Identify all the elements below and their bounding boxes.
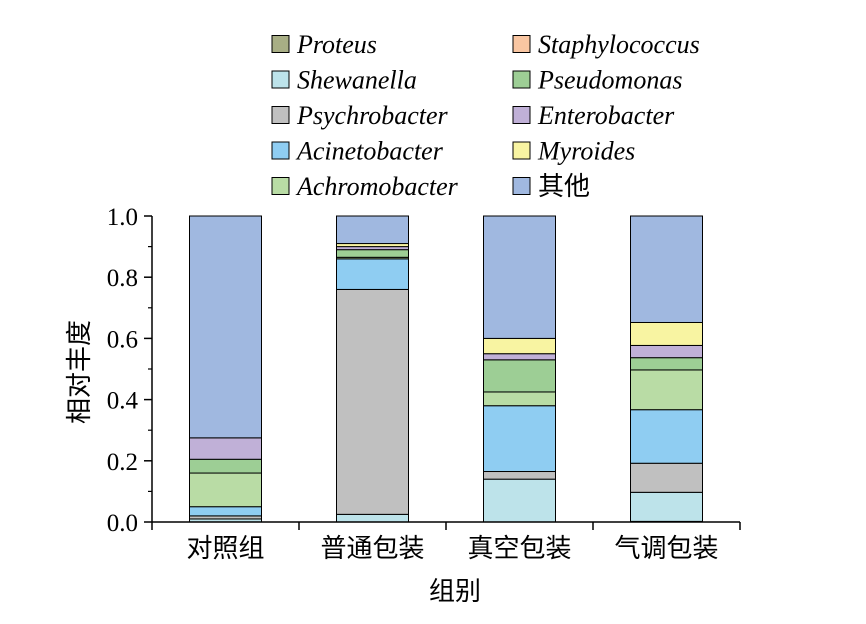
bar-segment-acinetobacter-3: [630, 409, 703, 464]
bar-segment-achromobacter-2: [483, 391, 556, 407]
bar-segment-psychrobacter-2: [483, 471, 556, 480]
legend-label-pseudomonas: Pseudomonas: [537, 66, 682, 95]
bar-segment-psychrobacter-3: [630, 462, 703, 493]
axes: 0.0 0.2 0.4 0.6 0.8 1.0: [107, 204, 741, 537]
bar-segment-pseudomonas-2: [483, 359, 556, 393]
bar-segment-myroides-3: [630, 321, 703, 346]
legend-label-shewanella: Shewanella: [297, 66, 417, 95]
bar-segment-acinetobacter-1: [336, 258, 409, 290]
legend: Proteus Staphylococcus Shewanella Pseudomon…: [271, 30, 700, 202]
y-tick-label: 0.4: [107, 388, 139, 415]
legend-swatch-staphylococcus: [512, 35, 531, 53]
legend-label-其他: 其他: [538, 172, 590, 202]
legend-swatch-achromobacter: [271, 177, 290, 195]
legend-swatch-其他: [512, 177, 531, 195]
x-tick-label: 普通包装: [320, 534, 424, 564]
legend-label-staphylococcus: Staphylococcus: [538, 30, 700, 59]
x-tick-label: 真空包装: [467, 534, 571, 564]
bar-segment-pseudomonas-1: [336, 249, 409, 258]
bar-segment-acinetobacter-0: [189, 506, 262, 517]
legend-label-achromobacter: Achromobacter: [295, 172, 459, 201]
legend-swatch-shewanella: [271, 70, 290, 89]
bar-segment-enterobacter-2: [483, 353, 556, 361]
legend-label-proteus: Proteus: [296, 30, 377, 59]
legend-label-psychrobacter: Psychrobacter: [296, 101, 449, 130]
bar-segment-pseudomonas-3: [630, 357, 703, 371]
bar-segment-enterobacter-0: [189, 437, 262, 460]
bar-segment-其他-1: [336, 215, 409, 245]
x-tick-label: 对照组: [186, 534, 264, 564]
bar-segment-achromobacter-0: [189, 472, 262, 508]
y-tick-label: 0.8: [107, 265, 138, 292]
bar-segment-其他-3: [630, 215, 703, 323]
legend-swatch-pseudomonas: [512, 70, 531, 89]
legend-swatch-psychrobacter: [271, 106, 290, 124]
y-tick-label: 0.0: [107, 510, 138, 537]
legend-label-myroides: Myroides: [537, 137, 635, 166]
bar-segment-myroides-2: [483, 337, 556, 355]
bar-segment-其他-2: [483, 215, 556, 339]
bar-segment-acinetobacter-2: [483, 405, 556, 473]
bar-segment-pseudomonas-0: [189, 458, 262, 474]
x-axis-title: 组别: [429, 577, 481, 607]
bars: 对照组 普通包装 真空包装 气调包装: [186, 215, 719, 564]
legend-swatch-proteus: [271, 35, 290, 53]
bar-segment-enterobacter-3: [630, 344, 703, 359]
legend-swatch-myroides: [512, 141, 531, 160]
y-tick-label: 1.0: [107, 204, 138, 231]
legend-label-enterobacter: Enterobacter: [537, 101, 675, 130]
legend-swatch-acinetobacter: [271, 141, 290, 160]
y-tick-label: 0.6: [107, 326, 138, 353]
bar-segment-achromobacter-3: [630, 369, 703, 411]
y-tick-label: 0.2: [107, 449, 138, 476]
bar-segment-psychrobacter-1: [336, 288, 409, 515]
bar-segment-shewanella-1: [336, 513, 409, 523]
bar-segment-shewanella-3: [630, 491, 703, 522]
x-tick-label: 气调包装: [614, 534, 718, 564]
bar-segment-shewanella-2: [483, 478, 556, 523]
bar-segment-其他-0: [189, 215, 262, 439]
legend-swatch-enterobacter: [512, 106, 531, 124]
legend-label-acinetobacter: Acinetobacter: [295, 137, 444, 166]
y-axis-title: 相对丰度: [65, 320, 95, 424]
